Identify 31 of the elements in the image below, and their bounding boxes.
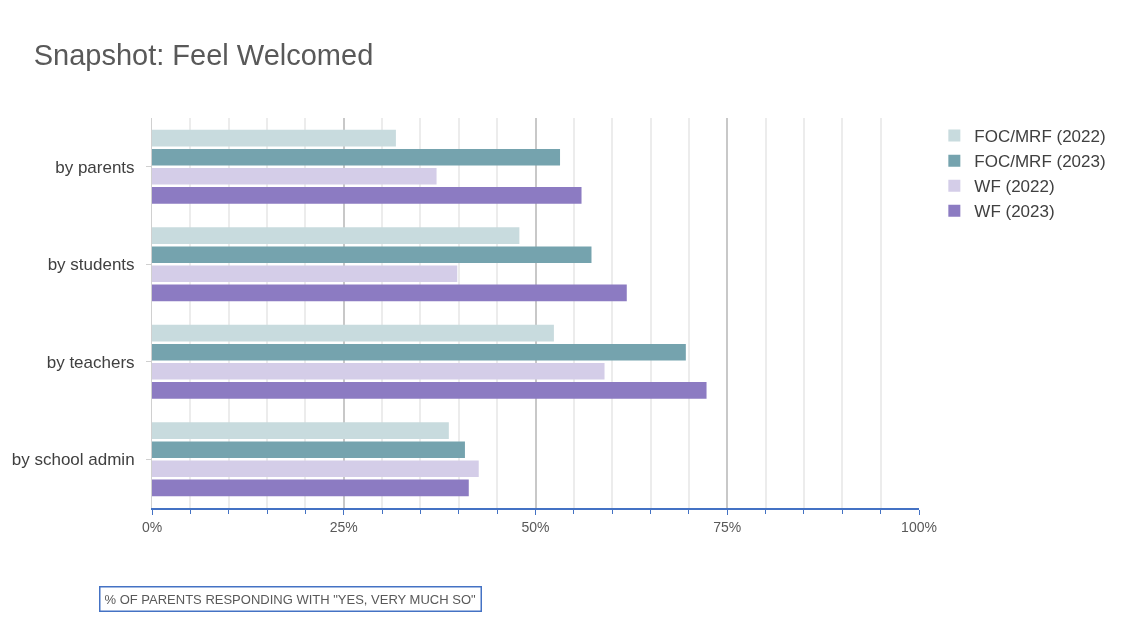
legend-label: FOC/MRF (2022) bbox=[974, 127, 1106, 147]
y-tick-label: by school admin bbox=[11, 450, 135, 470]
bar bbox=[152, 284, 627, 302]
x-tick-label: 0% bbox=[141, 518, 163, 535]
bar bbox=[152, 441, 465, 459]
x-tick-label: 25% bbox=[329, 518, 358, 535]
legend-label: WF (2022) bbox=[974, 177, 1055, 197]
bar bbox=[152, 381, 707, 399]
bar bbox=[152, 479, 469, 497]
legend-label: WF (2023) bbox=[974, 202, 1055, 222]
y-tick-label: by students bbox=[47, 255, 135, 275]
bar bbox=[152, 186, 582, 204]
bar bbox=[152, 227, 520, 245]
bar bbox=[152, 167, 437, 185]
bar bbox=[152, 148, 561, 166]
y-tick-label: by parents bbox=[55, 157, 135, 177]
x-tick-label: 50% bbox=[521, 518, 550, 535]
x-axis-title: % OF PARENTS RESPONDING WITH "YES, VERY MUCH SO" bbox=[104, 591, 476, 607]
bar bbox=[152, 422, 449, 440]
y-tick-label: by teachers bbox=[46, 352, 135, 372]
bar bbox=[152, 460, 479, 478]
bar bbox=[152, 246, 592, 264]
bar bbox=[152, 362, 605, 380]
x-tick-label: 100% bbox=[901, 518, 937, 535]
legend-label: FOC/MRF (2023) bbox=[974, 152, 1106, 172]
chart-title: Snapshot: Feel Welcomed bbox=[33, 38, 374, 71]
bar bbox=[152, 343, 686, 361]
bar bbox=[152, 324, 554, 342]
bar bbox=[152, 265, 458, 283]
x-tick-label: 75% bbox=[713, 518, 742, 535]
bar bbox=[152, 129, 396, 147]
